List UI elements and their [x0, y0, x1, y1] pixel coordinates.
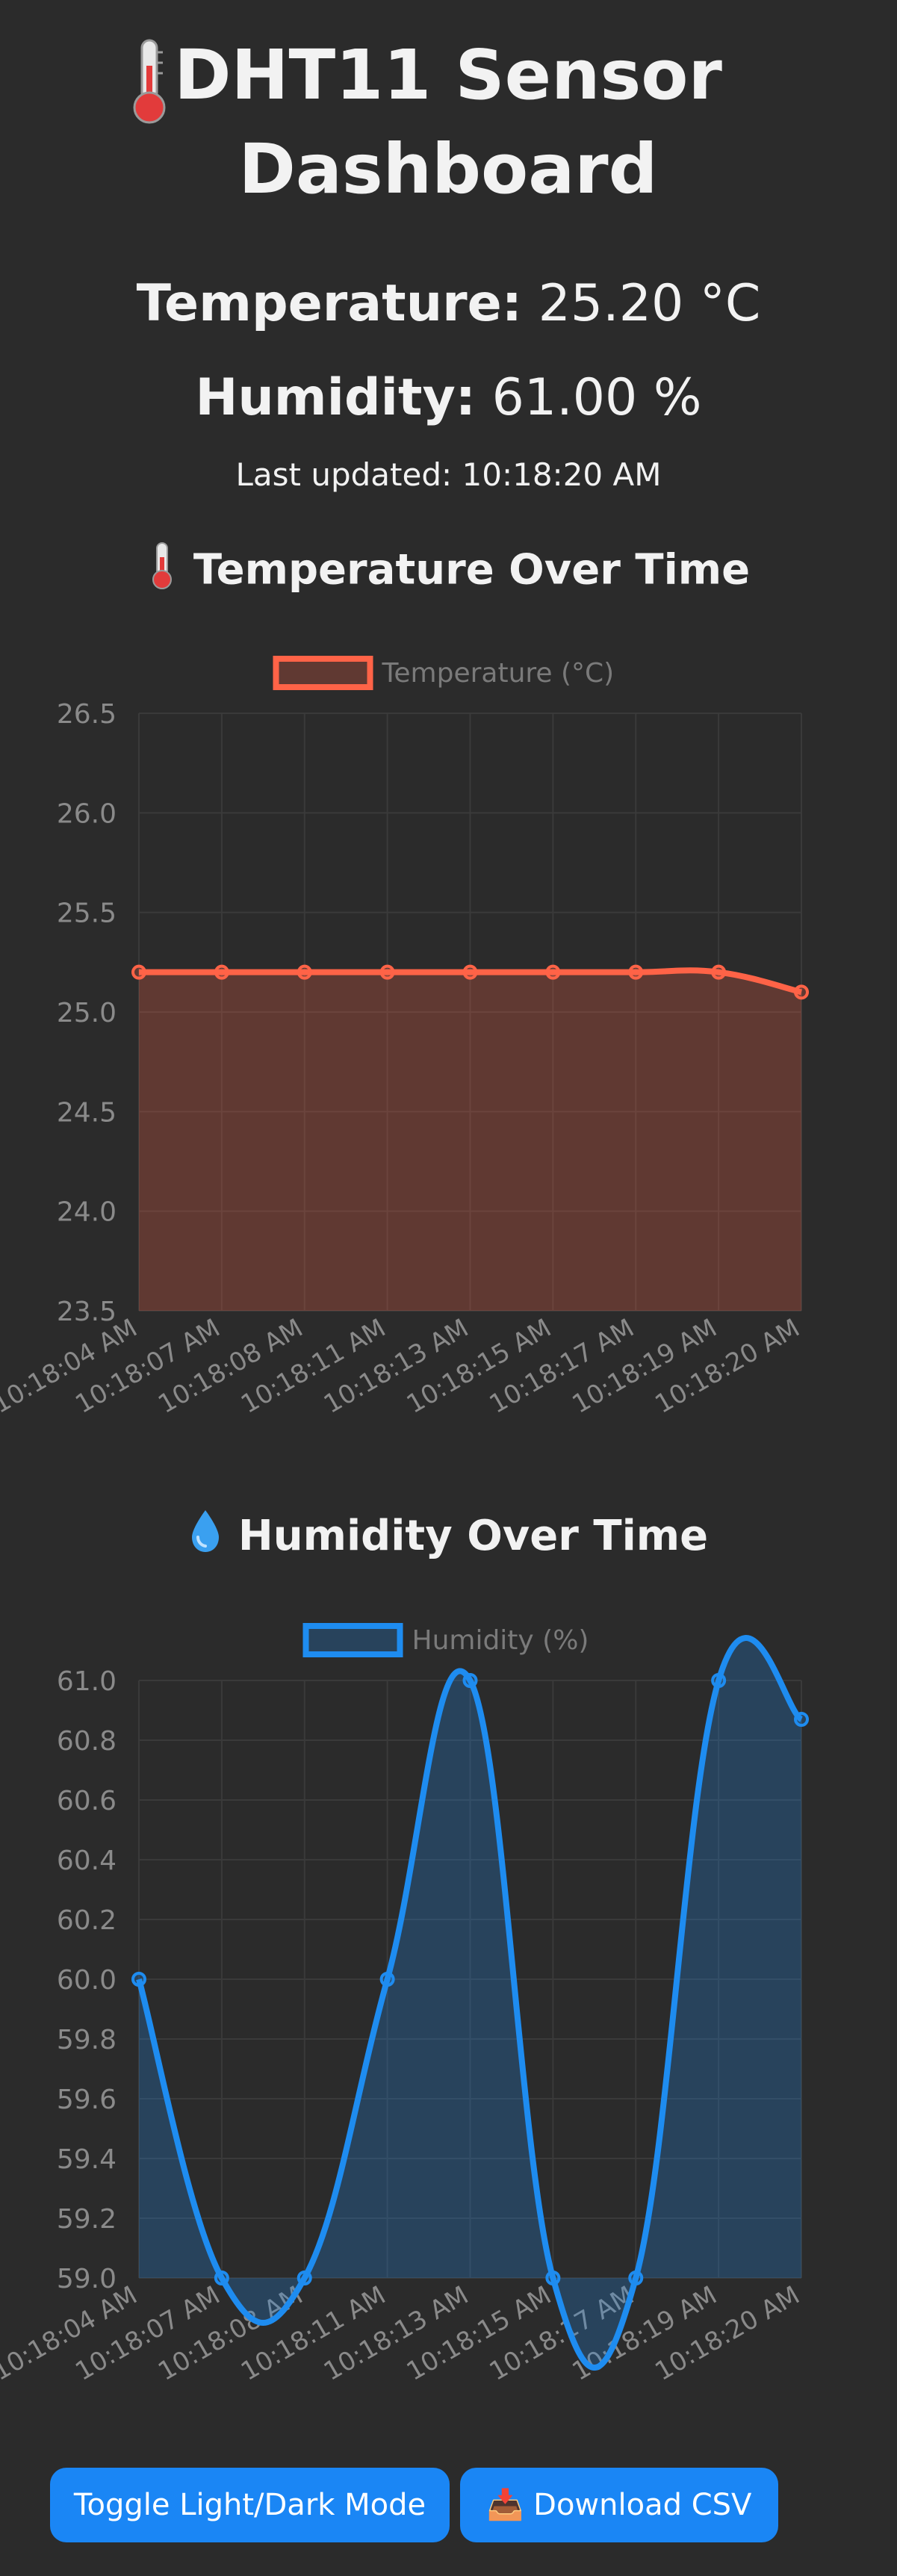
- temperature-chart: 23.524.024.525.025.526.026.510:18:04 AM1…: [0, 656, 809, 1420]
- y-tick-label: 24.5: [57, 1097, 117, 1128]
- y-tick-label: 59.8: [57, 2025, 117, 2055]
- temperature-value: 25.20 °C: [538, 274, 761, 333]
- data-point: [379, 964, 395, 980]
- y-tick-label: 23.5: [57, 1297, 117, 1327]
- y-tick-label: 60.8: [57, 1726, 117, 1757]
- humidity-value: 61.00 %: [491, 368, 702, 427]
- legend-swatch: [273, 656, 373, 690]
- temperature-chart-title: Temperature Over Time: [0, 541, 897, 604]
- data-point: [545, 964, 561, 980]
- series-area: [139, 970, 801, 1311]
- y-tick-label: 59.0: [57, 2264, 117, 2294]
- humidity-chart-title: Humidity Over Time: [0, 1509, 897, 1568]
- legend-swatch: [302, 1623, 403, 1657]
- data-point: [462, 1673, 478, 1688]
- data-point: [297, 964, 312, 980]
- y-tick-label: 60.4: [57, 1846, 117, 1876]
- data-point: [628, 964, 644, 980]
- legend-label: Humidity (%): [412, 1625, 589, 1656]
- data-point: [628, 2271, 644, 2285]
- droplet-icon: [189, 1509, 222, 1568]
- y-tick-label: 25.0: [57, 998, 117, 1028]
- temperature-label: Temperature:: [136, 274, 522, 333]
- thermometer-icon: [127, 36, 172, 128]
- y-tick-label: 59.2: [57, 2204, 117, 2235]
- humidity-chart: 59.0 59.2 59.4 59.6 59.8 60.0 60.2 60.4 60.6 60.8…: [0, 1623, 809, 2387]
- y-tick-label: 24.0: [57, 1197, 117, 1228]
- humidity-reading: Humidity: 61.00 %: [0, 364, 897, 432]
- data-point: [462, 964, 478, 980]
- data-point: [711, 964, 727, 980]
- data-point: [131, 964, 146, 980]
- y-tick-label: 60.6: [57, 1786, 117, 1816]
- data-point: [297, 2271, 312, 2285]
- last-updated: Last updated: 10:18:20 AM: [235, 456, 662, 493]
- page-title: DHT11 Sensor Dashboard: [174, 35, 722, 209]
- data-point: [214, 2271, 229, 2285]
- data-point: [131, 1972, 146, 1987]
- legend-label: Temperature (°C): [382, 658, 615, 689]
- y-tick-label: 26.0: [57, 798, 117, 829]
- temperature-reading: Temperature: 25.20 °C: [0, 270, 897, 338]
- data-point: [794, 984, 809, 1000]
- humidity-chart-title-text: Humidity Over Time: [238, 1512, 709, 1560]
- thermometer-icon: [147, 541, 177, 604]
- series-area: [139, 1638, 801, 2368]
- y-tick-label: 59.6: [57, 2085, 117, 2115]
- data-point: [214, 964, 229, 980]
- y-tick-label: 25.5: [57, 899, 117, 929]
- temperature-chart-title-text: Temperature Over Time: [193, 545, 751, 595]
- data-point: [545, 2271, 561, 2285]
- download-csv-button[interactable]: 📥 Download CSV: [460, 2468, 778, 2542]
- chart-grid: [138, 713, 802, 1312]
- y-tick-label: 60.2: [57, 1905, 117, 1936]
- y-tick-label: 26.5: [57, 699, 117, 730]
- data-point: [379, 1972, 395, 1987]
- y-tick-label: 59.4: [57, 2144, 117, 2175]
- y-tick-label: 61.0: [57, 1666, 117, 1697]
- data-point: [794, 1712, 809, 1727]
- data-point: [711, 1673, 727, 1688]
- series-line: [136, 1635, 804, 2371]
- y-tick-label: 60.0: [57, 1965, 117, 1996]
- toggle-theme-button[interactable]: Toggle Light/Dark Mode: [50, 2468, 450, 2542]
- series-line: [138, 967, 802, 996]
- humidity-label: Humidity:: [195, 368, 476, 427]
